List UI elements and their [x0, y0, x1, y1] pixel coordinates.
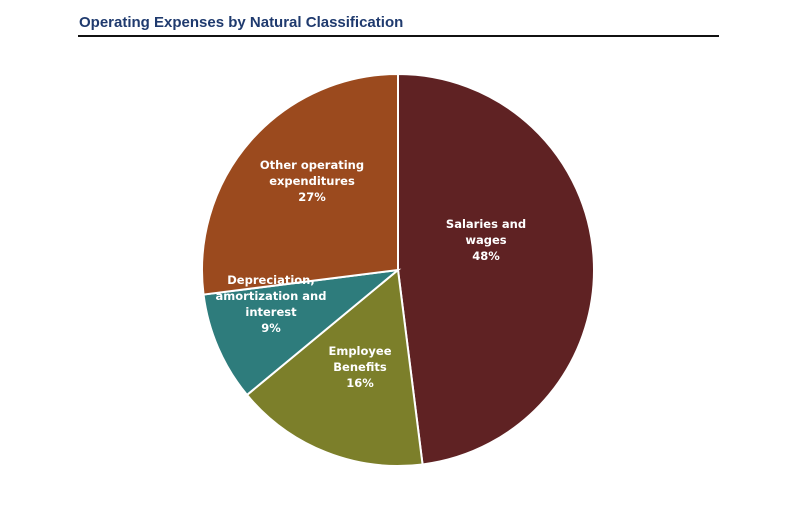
chart-title: Operating Expenses by Natural Classifica…: [79, 14, 404, 31]
slice-label-line: interest: [245, 305, 297, 319]
slice-label-line: Employee: [328, 344, 391, 358]
slice-label-2: Depreciation, amortization and interest 9%: [216, 273, 327, 335]
slice-percent: 48%: [472, 249, 500, 263]
slice-percent: 16%: [346, 376, 374, 390]
slice-percent: 27%: [298, 190, 326, 204]
slice-label-line: Depreciation,: [227, 273, 314, 287]
slice-label-line: expenditures: [269, 174, 355, 188]
slice-percent: 9%: [261, 321, 281, 335]
slice-label-line: amortization and: [216, 289, 327, 303]
pie-slice-1: [245, 268, 424, 467]
slice-label-line: Salaries and: [446, 217, 526, 231]
pie-labels: Salaries and wages 48% Employee Benefits 16% D…: [216, 158, 527, 390]
slice-label-line: Other operating: [260, 158, 364, 172]
slice-label-3: Other operating expenditures 27%: [260, 158, 364, 204]
slice-label-line: wages: [465, 233, 506, 247]
pie-slice-2: [202, 268, 402, 397]
slice-label-0: Salaries and wages 48%: [446, 217, 526, 263]
pie-slices: [201, 72, 595, 467]
title-underline: [78, 35, 719, 37]
slice-label-1: Employee Benefits 16%: [328, 344, 391, 390]
pie-slice-3: [201, 72, 399, 296]
slice-label-line: Benefits: [333, 360, 387, 374]
pie-slice-0: [397, 72, 595, 466]
